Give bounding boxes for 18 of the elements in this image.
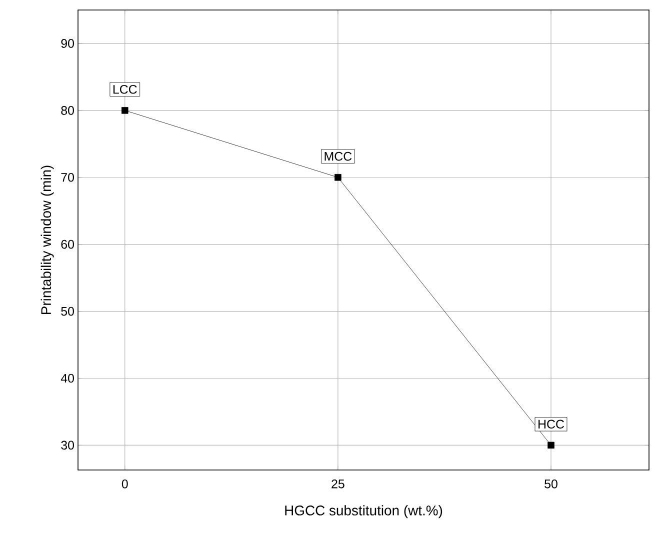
x-tick-label: 50 (544, 480, 558, 488)
y-tick-label: 50 (61, 306, 74, 316)
annotation: MCC (324, 152, 352, 161)
y-tick-label: 70 (61, 172, 74, 182)
y-tick-label: 40 (60, 374, 74, 383)
point (121, 107, 128, 114)
y-tick-label: 60 (61, 240, 74, 249)
annotation: HCC (538, 420, 564, 429)
point (548, 442, 554, 449)
x-tick-label: 25 (332, 480, 344, 488)
x-tick-label: 0 (122, 480, 128, 488)
point (334, 174, 342, 181)
y-axis-title: Printability window (min) (40, 166, 54, 314)
y-tick-label: 80 (61, 106, 74, 115)
annotation: LCC (113, 84, 137, 94)
y-tick-label: 30 (61, 440, 74, 450)
x-axis-title: HGCC substitution (wt.%) (285, 505, 442, 518)
y-tick-label: 90 (61, 39, 74, 48)
